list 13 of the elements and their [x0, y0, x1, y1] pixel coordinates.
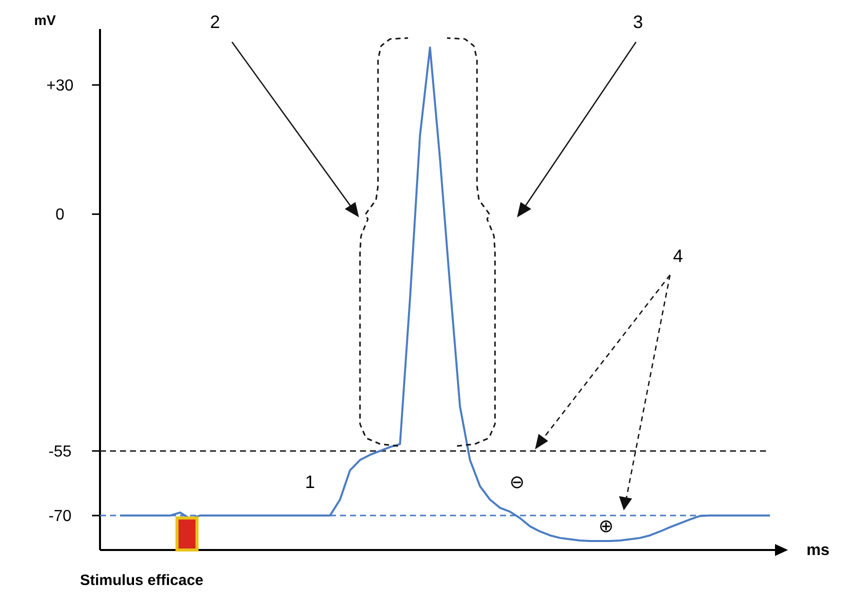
annotation: ⊕ [598, 516, 614, 536]
annotation: 4 [672, 246, 684, 266]
annotation: ⊖ [510, 472, 524, 492]
text: Stimulus efficace [80, 572, 204, 589]
y-tick-label: +30 [46, 78, 74, 95]
y-tick-label: -70 [48, 508, 72, 526]
y-axis-title: mV [34, 12, 57, 28]
x-axis-title: ms [806, 542, 830, 559]
y-tick-label: -55 [48, 444, 72, 461]
y-tick-label: 0 [56, 206, 65, 224]
annotation: 1 [304, 472, 316, 492]
annotation: 3 [632, 12, 644, 32]
annotation: 2 [210, 12, 220, 32]
